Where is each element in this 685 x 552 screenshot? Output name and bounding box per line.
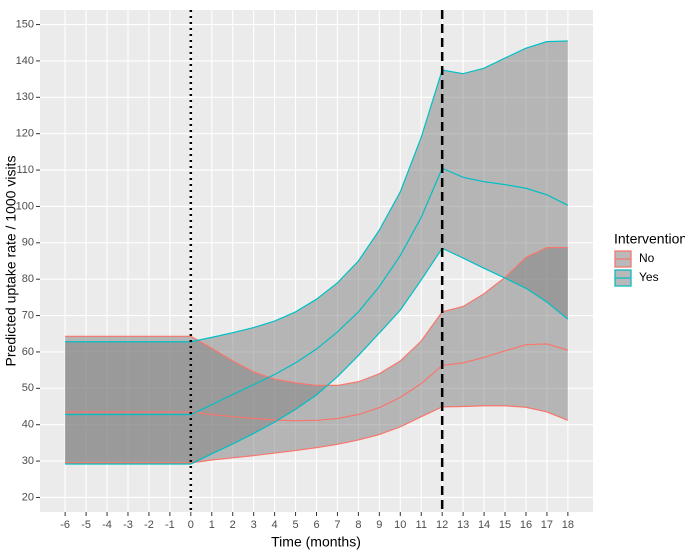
x-tick-label: 11 (416, 519, 427, 531)
mean-line (65, 343, 569, 422)
legend-label: Yes (639, 270, 659, 284)
x-tick-label: 13 (457, 519, 469, 531)
x-tick-label: 18 (562, 519, 574, 531)
y-tick-label: 70 (22, 309, 34, 321)
y-tick-label: 110 (16, 164, 34, 176)
y-tick-label: 90 (22, 237, 34, 249)
x-tick-label: 1 (209, 519, 215, 531)
x-tick-label: -1 (165, 519, 175, 531)
x-tick-label: 5 (292, 519, 298, 531)
y-tick-label: 30 (22, 455, 34, 467)
y-tick-label: 20 (22, 491, 34, 503)
x-axis-title: Time (months) (271, 534, 361, 550)
y-tick-label: 40 (22, 419, 34, 431)
y-tick-label: 130 (16, 91, 34, 103)
x-tick-label: 17 (541, 519, 553, 531)
x-tick-label: 16 (520, 519, 532, 531)
ribbon-lower (65, 405, 569, 464)
y-tick-label: 150 (16, 18, 34, 30)
x-tick-label: 4 (272, 519, 278, 531)
x-tick-label: 6 (313, 519, 319, 531)
y-tick-label: 100 (16, 200, 34, 212)
x-tick-label: -6 (60, 519, 70, 531)
x-tick-label: -3 (123, 519, 133, 531)
ribbon-upper (65, 246, 568, 387)
x-tick-label: 8 (355, 519, 361, 531)
x-tick-label: -4 (102, 519, 112, 531)
x-tick-label: 7 (334, 519, 340, 531)
mean-line (65, 167, 569, 416)
ribbon-upper (65, 40, 568, 343)
y-tick-label: 140 (16, 55, 34, 67)
y-tick-label: 80 (22, 273, 34, 285)
ribbon-lower (65, 247, 569, 465)
x-tick-label: 15 (499, 519, 511, 531)
legend-title: Intervention (614, 231, 685, 247)
y-tick-label: 60 (22, 346, 34, 358)
x-tick-label: 2 (230, 519, 236, 531)
x-tick-label: 12 (436, 519, 448, 531)
x-tick-label: 3 (251, 519, 257, 531)
x-tick-label: -5 (81, 519, 91, 531)
y-axis-title: Predicted uptake rate / 1000 visits (3, 156, 19, 367)
x-tick-label: 14 (478, 519, 490, 531)
x-tick-label: 9 (376, 519, 382, 531)
y-tick-label: 120 (16, 128, 34, 140)
x-tick-label: -2 (144, 519, 154, 531)
x-tick-label: 0 (188, 519, 194, 531)
y-tick-label: 50 (22, 382, 34, 394)
legend-label: No (639, 251, 655, 265)
x-tick-label: 10 (394, 519, 406, 531)
